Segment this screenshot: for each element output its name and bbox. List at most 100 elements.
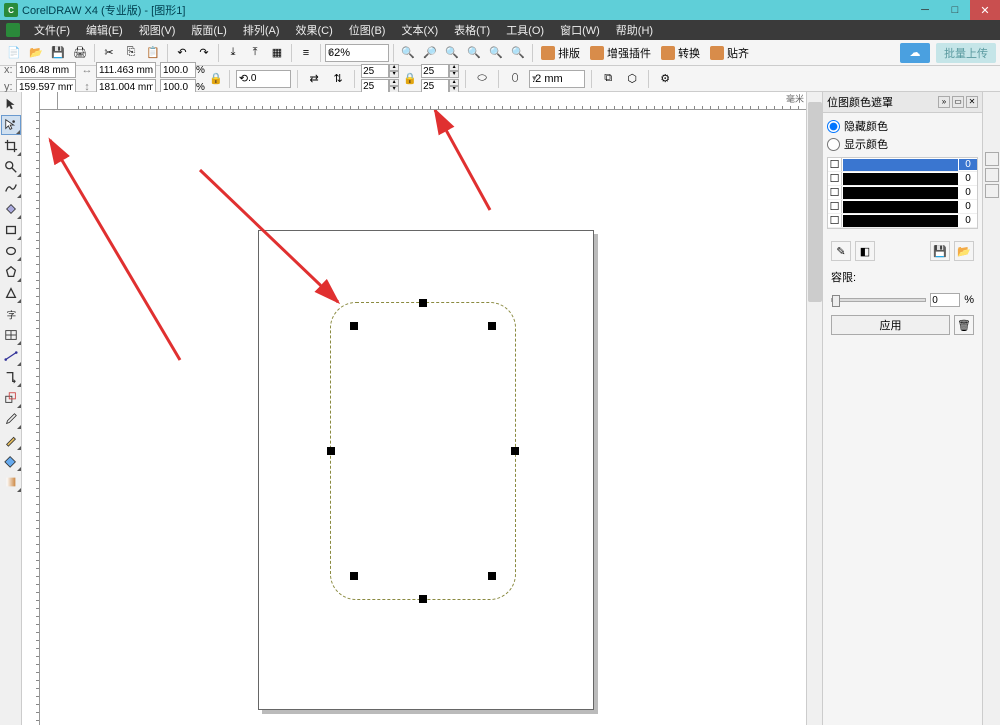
- docker-min-icon[interactable]: ▭: [952, 96, 964, 108]
- delete-mask-icon[interactable]: 🗑: [954, 315, 974, 335]
- cloud-icon[interactable]: ☁: [900, 43, 930, 63]
- edge-handle-top[interactable]: [419, 299, 427, 307]
- edit-color-icon[interactable]: ◧: [855, 241, 875, 261]
- menu-effects[interactable]: 效果(C): [288, 22, 341, 38]
- apply-button[interactable]: 应用: [831, 315, 950, 335]
- redo-icon[interactable]: ↷: [194, 43, 214, 63]
- outline-tool[interactable]: [1, 430, 21, 450]
- radio-show-colors[interactable]: 显示颜色: [827, 135, 978, 153]
- pick-tool[interactable]: [1, 94, 21, 114]
- mirror-h-icon[interactable]: ⇄: [304, 69, 324, 89]
- smart-fill-tool[interactable]: [1, 199, 21, 219]
- fill-tool[interactable]: [1, 451, 21, 471]
- wrap-icon[interactable]: ⧉: [598, 69, 618, 89]
- vertical-scrollbar[interactable]: [806, 92, 822, 725]
- crop-tool[interactable]: [1, 136, 21, 156]
- tolerance-slider[interactable]: [831, 298, 926, 302]
- corner-handle-tl[interactable]: [350, 322, 358, 330]
- menu-file[interactable]: 文件(F): [26, 22, 78, 38]
- convert-icon[interactable]: ⬡: [622, 69, 642, 89]
- batch-upload-button[interactable]: 批量上传: [936, 43, 996, 63]
- side-tab[interactable]: [985, 168, 999, 182]
- zoom-out-icon[interactable]: 🔎: [420, 43, 440, 63]
- ruler-origin[interactable]: [40, 92, 58, 110]
- outline-width-combo[interactable]: .2 mm▾: [529, 70, 585, 88]
- selected-rounded-rectangle[interactable]: [330, 302, 516, 600]
- x-input[interactable]: [16, 62, 76, 78]
- corner-handle-br[interactable]: [488, 572, 496, 580]
- eyedropper-tool[interactable]: [1, 409, 21, 429]
- paste-icon[interactable]: 📋: [143, 43, 163, 63]
- corner-tl-input[interactable]: [361, 64, 389, 78]
- zoom-sel-icon[interactable]: 🔍: [486, 43, 506, 63]
- zoom-tool[interactable]: [1, 157, 21, 177]
- corner-handle-bl[interactable]: [350, 572, 358, 580]
- freehand-tool[interactable]: [1, 178, 21, 198]
- docker-close-icon[interactable]: ✕: [966, 96, 978, 108]
- corner-lock-icon[interactable]: 🔒: [403, 72, 417, 86]
- cut-icon[interactable]: ✂: [99, 43, 119, 63]
- mirror-v-icon[interactable]: ⇅: [328, 69, 348, 89]
- new-icon[interactable]: 📄: [4, 43, 24, 63]
- menu-text[interactable]: 文本(X): [393, 22, 446, 38]
- publish-icon[interactable]: ▦: [267, 43, 287, 63]
- maximize-button[interactable]: □: [940, 0, 970, 20]
- ext-snap[interactable]: 贴齐: [706, 43, 753, 63]
- mask-row[interactable]: ☐0: [828, 158, 977, 172]
- corner-bl-input[interactable]: [361, 79, 389, 93]
- canvas[interactable]: 毫米: [40, 92, 806, 725]
- undo-icon[interactable]: ↶: [172, 43, 192, 63]
- edge-handle-right[interactable]: [511, 447, 519, 455]
- copy-icon[interactable]: ⎘: [121, 43, 141, 63]
- mask-color-list[interactable]: ☐0 ☐0 ☐0 ☐0 ☐0: [827, 157, 978, 229]
- eyedropper-icon[interactable]: ✎: [831, 241, 851, 261]
- side-tab[interactable]: [985, 184, 999, 198]
- corner-handle-tr[interactable]: [488, 322, 496, 330]
- minimize-button[interactable]: ─: [910, 0, 940, 20]
- text-tool[interactable]: 字: [1, 304, 21, 324]
- snap-icon[interactable]: ≡: [296, 43, 316, 63]
- zoom-fit-icon[interactable]: 🔍: [464, 43, 484, 63]
- shape-tool[interactable]: [1, 115, 21, 135]
- ext-convert[interactable]: 转换: [657, 43, 704, 63]
- ellipse-tool[interactable]: [1, 241, 21, 261]
- basic-shapes-tool[interactable]: [1, 283, 21, 303]
- edge-handle-bottom[interactable]: [419, 595, 427, 603]
- radio-hide-colors[interactable]: 隐藏颜色: [827, 117, 978, 135]
- menu-view[interactable]: 视图(V): [131, 22, 184, 38]
- mask-row[interactable]: ☐0: [828, 172, 977, 186]
- docker-menu-icon[interactable]: »: [938, 96, 950, 108]
- open-icon[interactable]: 📂: [26, 43, 46, 63]
- edge-handle-left[interactable]: [327, 447, 335, 455]
- app-menu-icon[interactable]: [6, 23, 20, 37]
- corner-tr-input[interactable]: [421, 64, 449, 78]
- side-tab[interactable]: [985, 152, 999, 166]
- zoom-in-icon[interactable]: 🔍: [398, 43, 418, 63]
- mask-row[interactable]: ☐0: [828, 214, 977, 228]
- menu-window[interactable]: 窗口(W): [552, 22, 608, 38]
- ext-layout[interactable]: 排版: [537, 43, 584, 63]
- dimension-tool[interactable]: [1, 346, 21, 366]
- menu-edit[interactable]: 编辑(E): [78, 22, 131, 38]
- open-mask-icon[interactable]: 📂: [954, 241, 974, 261]
- menu-tools[interactable]: 工具(O): [498, 22, 552, 38]
- options-icon[interactable]: ⚙: [655, 69, 675, 89]
- scale-x-input[interactable]: [160, 62, 196, 78]
- width-input[interactable]: [96, 62, 156, 78]
- zoom-page-icon[interactable]: 🔍: [442, 43, 462, 63]
- zoom-combo[interactable]: 62%▾: [325, 44, 389, 62]
- close-button[interactable]: ✕: [970, 0, 1000, 20]
- rotation-input[interactable]: ⟲: [236, 70, 291, 88]
- connector-tool[interactable]: [1, 367, 21, 387]
- zoom-all-icon[interactable]: 🔍: [508, 43, 528, 63]
- menu-help[interactable]: 帮助(H): [608, 22, 661, 38]
- tolerance-input[interactable]: [930, 293, 960, 307]
- mask-row[interactable]: ☐0: [828, 200, 977, 214]
- menu-table[interactable]: 表格(T): [446, 22, 498, 38]
- export-icon[interactable]: ⤒: [245, 43, 265, 63]
- print-icon[interactable]: 🖨: [70, 43, 90, 63]
- interactive-fill-tool[interactable]: [1, 472, 21, 492]
- rectangle-tool[interactable]: [1, 220, 21, 240]
- corner-br-input[interactable]: [421, 79, 449, 93]
- ext-plugin[interactable]: 增强插件: [586, 43, 655, 63]
